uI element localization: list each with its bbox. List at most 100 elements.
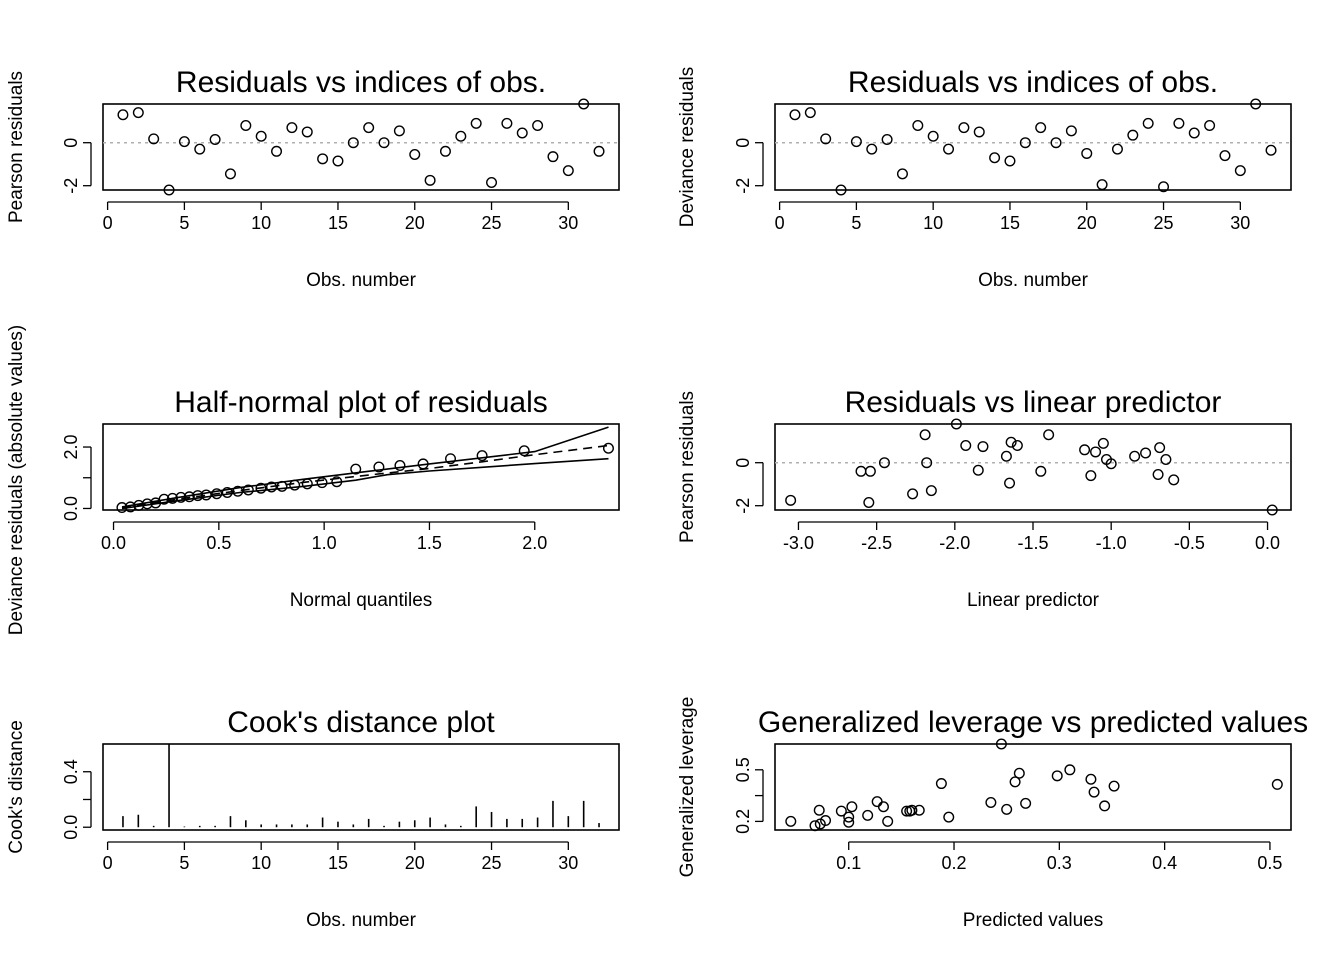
y-tick-label: -2 [733, 498, 753, 514]
x-tick-label: 0.0 [101, 533, 126, 553]
data-point [163, 184, 175, 196]
data-point [255, 482, 267, 494]
data-point [1043, 429, 1055, 441]
x-tick-label: 5 [179, 853, 189, 873]
data-point [882, 815, 894, 827]
data-point [209, 133, 221, 145]
data-point [820, 133, 832, 145]
panel-cooks-distance: Cook's distance plot Obs. number Cook's … [6, 706, 620, 931]
data-point [1079, 444, 1091, 456]
plot-frame [102, 103, 620, 191]
data-point [417, 458, 429, 470]
data-point [995, 738, 1007, 750]
panel-title: Residuals vs indices of obs. [848, 66, 1218, 99]
data-point [1085, 470, 1097, 482]
data-point [1011, 440, 1023, 452]
data-point [864, 465, 876, 477]
x-axis-label: Obs. number [306, 270, 416, 291]
plot-frame [102, 423, 620, 511]
x-tick-label: 1.5 [417, 533, 442, 553]
x-tick-label: 15 [1000, 213, 1020, 233]
data-point [1219, 150, 1231, 162]
data-point [1250, 98, 1262, 110]
data-point [455, 130, 467, 142]
data-point [921, 457, 933, 469]
data-point [973, 126, 985, 138]
x-tick-label: -1.0 [1096, 533, 1127, 553]
data-point [378, 137, 390, 149]
data-point [1173, 117, 1185, 129]
data-point [271, 145, 283, 157]
panel-title: Half-normal plot of residuals [174, 386, 548, 419]
data-point [835, 805, 847, 817]
x-tick-label: 20 [405, 853, 425, 873]
data-point [232, 485, 244, 497]
panel-deviance-vs-index: Residuals vs indices of obs. Obs. number… [677, 66, 1292, 291]
data-point [301, 126, 313, 138]
data-point [178, 136, 190, 148]
plot-frame [102, 743, 620, 831]
data-point [1009, 776, 1021, 788]
data-point [200, 489, 212, 501]
data-point [470, 117, 482, 129]
y-tick-label: 0.0 [61, 815, 81, 840]
data-point [363, 122, 375, 134]
data-point [276, 480, 288, 492]
data-point [1096, 179, 1108, 191]
data-point [167, 492, 179, 504]
data-point [175, 491, 187, 503]
data-point [925, 485, 937, 497]
x-tick-label: 25 [1154, 213, 1174, 233]
data-point [862, 809, 874, 821]
x-tick-label: 15 [328, 213, 348, 233]
x-tick-label: 0.4 [1152, 853, 1177, 873]
data-point [424, 174, 436, 186]
data-point [789, 109, 801, 121]
data-point [1019, 137, 1031, 149]
data-point [1001, 803, 1013, 815]
data-point [393, 125, 405, 137]
data-point [1160, 453, 1172, 465]
data-point [1271, 778, 1283, 790]
data-point [1004, 477, 1016, 489]
data-point [1099, 800, 1111, 812]
envelope-line [121, 426, 609, 508]
data-point [518, 445, 530, 457]
data-point [224, 168, 236, 180]
panel-pearson-vs-linear-predictor: Residuals vs linear predictor Linear pre… [677, 386, 1292, 611]
x-tick-label: 30 [558, 853, 578, 873]
data-point [935, 778, 947, 790]
data-point [1140, 447, 1152, 459]
data-point [913, 804, 925, 816]
y-axis-label: Deviance residuals [677, 67, 698, 228]
data-point [562, 165, 574, 177]
data-point [878, 457, 890, 469]
data-point [943, 811, 955, 823]
data-point [316, 477, 328, 489]
data-point [1265, 144, 1277, 156]
y-tick-label: 0.0 [61, 496, 81, 521]
x-tick-label: 15 [328, 853, 348, 873]
data-point [820, 815, 832, 827]
data-point [881, 133, 893, 145]
data-point [1152, 469, 1164, 481]
data-point [1108, 780, 1120, 792]
data-point [148, 133, 160, 145]
data-point [332, 155, 344, 167]
data-point [977, 441, 989, 453]
data-point [116, 502, 128, 514]
x-tick-label: 0.0 [1255, 533, 1280, 553]
panel-title: Residuals vs linear predictor [845, 386, 1222, 419]
data-point [133, 499, 145, 511]
data-point [289, 479, 301, 491]
data-point [501, 117, 513, 129]
data-point [813, 804, 825, 816]
x-tick-label: 25 [482, 213, 502, 233]
data-point [1000, 450, 1012, 462]
panel-half-normal: Half-normal plot of residuals Normal qua… [6, 325, 620, 635]
data-point [532, 119, 544, 131]
data-point [950, 418, 962, 430]
data-point [373, 461, 385, 473]
data-point [846, 801, 858, 813]
data-point [350, 463, 362, 475]
